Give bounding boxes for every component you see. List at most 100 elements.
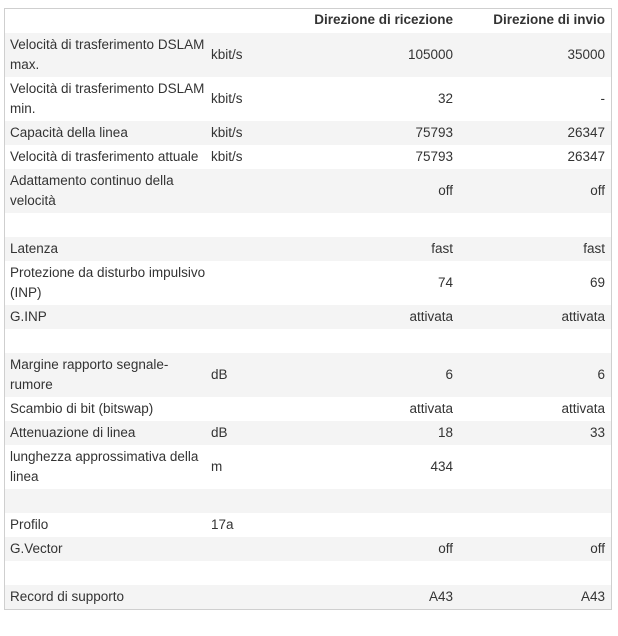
empty-cell bbox=[207, 585, 277, 609]
empty-cell bbox=[459, 489, 611, 513]
empty-cell bbox=[5, 489, 207, 513]
rx-value: A43 bbox=[428, 589, 453, 604]
unit: 17a bbox=[211, 517, 234, 532]
rx-value: 74 bbox=[437, 275, 453, 290]
spacer-row bbox=[5, 489, 611, 513]
row-label: Protezione da disturbo impulsivo (INP) bbox=[10, 265, 206, 300]
row-label: lunghezza approssimativa della linea bbox=[10, 449, 199, 484]
empty-cell bbox=[207, 237, 277, 261]
unit: dB bbox=[211, 425, 228, 440]
empty-cell bbox=[5, 213, 207, 237]
header-empty bbox=[5, 9, 207, 33]
row-label: Capacità della linea bbox=[10, 125, 128, 140]
unit: kbit/s bbox=[211, 125, 243, 140]
tx-value: off bbox=[590, 183, 605, 198]
spacer-row bbox=[5, 561, 611, 585]
table-row: Velocità di trasferimento DSLAM max. kbit… bbox=[5, 33, 611, 77]
table-row: Attenuazione di linea dB 18 33 bbox=[5, 421, 611, 445]
rx-value: fast bbox=[431, 241, 453, 256]
empty-cell bbox=[5, 329, 207, 353]
empty-cell bbox=[459, 561, 611, 585]
rx-value: 32 bbox=[437, 91, 453, 106]
empty-cell bbox=[459, 445, 611, 489]
row-label: Margine rapporto segnale-rumore bbox=[10, 357, 169, 392]
row-label: Profilo bbox=[10, 517, 49, 532]
empty-cell bbox=[207, 537, 277, 561]
empty-cell bbox=[207, 329, 277, 353]
row-label: Attenuazione di linea bbox=[10, 425, 136, 440]
row-label: Adattamento continuo della velocità bbox=[10, 173, 174, 208]
row-label: Velocità di trasferimento DSLAM min. bbox=[10, 81, 205, 116]
table-body: Velocità di trasferimento DSLAM max. kbit… bbox=[5, 33, 611, 609]
empty-cell bbox=[207, 213, 277, 237]
header-cell: Direzione di ricezione bbox=[314, 12, 453, 27]
unit: kbit/s bbox=[211, 91, 243, 106]
row-label: Record di supporto bbox=[10, 589, 125, 604]
table-row: Margine rapporto segnale-rumore dB 6 6 bbox=[5, 353, 611, 397]
table-row: Profilo 17a bbox=[5, 513, 611, 537]
tx-value: 33 bbox=[589, 425, 605, 440]
tx-value: 6 bbox=[597, 367, 605, 382]
empty-cell bbox=[207, 397, 277, 421]
tx-value: A43 bbox=[580, 589, 605, 604]
header-row: Direzione di ricezione Direzione di invi… bbox=[5, 9, 611, 33]
empty-cell bbox=[207, 261, 277, 305]
row-label: G.Vector bbox=[10, 541, 63, 556]
empty-cell bbox=[277, 213, 459, 237]
empty-cell bbox=[277, 329, 459, 353]
rx-value: attivata bbox=[409, 401, 453, 416]
rx-value: attivata bbox=[409, 309, 453, 324]
empty-cell bbox=[277, 513, 459, 537]
spacer-row bbox=[5, 329, 611, 353]
dsl-info-panel: Direzione di ricezione Direzione di invi… bbox=[4, 8, 612, 610]
tx-value: 69 bbox=[589, 275, 605, 290]
tx-value: 26347 bbox=[567, 125, 605, 140]
rx-value: 434 bbox=[430, 459, 453, 474]
empty-cell bbox=[207, 169, 277, 213]
spacer-row bbox=[5, 213, 611, 237]
tx-value: 26347 bbox=[567, 149, 605, 164]
empty-cell bbox=[459, 213, 611, 237]
dsl-table: Direzione di ricezione Direzione di invi… bbox=[5, 9, 611, 609]
row-label: Velocità di trasferimento attuale bbox=[10, 149, 199, 164]
empty-cell bbox=[207, 561, 277, 585]
tx-value: off bbox=[590, 541, 605, 556]
tx-value: attivata bbox=[561, 309, 605, 324]
rx-value: off bbox=[438, 183, 453, 198]
rx-value: 6 bbox=[445, 367, 453, 382]
unit: dB bbox=[211, 367, 228, 382]
unit: m bbox=[211, 459, 223, 474]
tx-value: - bbox=[600, 91, 606, 106]
empty-cell bbox=[277, 489, 459, 513]
unit: kbit/s bbox=[211, 47, 243, 62]
empty-cell bbox=[207, 305, 277, 329]
unit: kbit/s bbox=[211, 149, 243, 164]
table-row: Latenza fast fast bbox=[5, 237, 611, 261]
header-cell: Direzione di invio bbox=[493, 12, 605, 27]
tx-value: 35000 bbox=[567, 47, 605, 62]
table-row: Velocità di trasferimento attuale kbit/s 7… bbox=[5, 145, 611, 169]
rx-value: 105000 bbox=[407, 47, 453, 62]
table-row: lunghezza approssimativa della linea m 434 bbox=[5, 445, 611, 489]
table-row: G.Vector off off bbox=[5, 537, 611, 561]
table-row: Record di supporto A43 A43 bbox=[5, 585, 611, 609]
row-label: G.INP bbox=[10, 309, 47, 324]
table-row: Scambio di bit (bitswap) attivata attivata bbox=[5, 397, 611, 421]
rx-value: 18 bbox=[437, 425, 453, 440]
empty-cell bbox=[459, 329, 611, 353]
empty-cell bbox=[459, 513, 611, 537]
rx-value: off bbox=[438, 541, 453, 556]
table-row: Capacità della linea kbit/s 75793 26347 bbox=[5, 121, 611, 145]
rx-value: 75793 bbox=[415, 149, 453, 164]
empty-cell bbox=[5, 561, 207, 585]
table-row: Protezione da disturbo impulsivo (INP) 74… bbox=[5, 261, 611, 305]
header-empty bbox=[207, 9, 277, 33]
table-row: Adattamento continuo della velocità off of… bbox=[5, 169, 611, 213]
tx-value: fast bbox=[583, 241, 605, 256]
row-label: Latenza bbox=[10, 241, 59, 256]
table-row: G.INP attivata attivata bbox=[5, 305, 611, 329]
rx-value: 75793 bbox=[415, 125, 453, 140]
empty-cell bbox=[277, 561, 459, 585]
row-label: Velocità di trasferimento DSLAM max. bbox=[10, 37, 205, 72]
